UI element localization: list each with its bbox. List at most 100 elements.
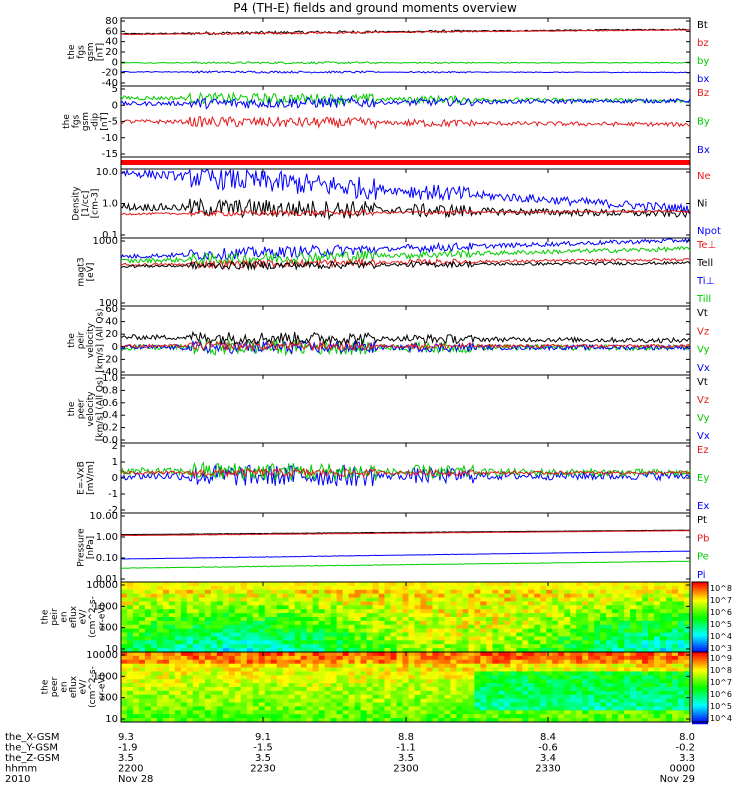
colorbar-cell: [692, 587, 708, 590]
spectrogram-peir_eflux: [121, 582, 691, 653]
series-red-line: [120, 115, 691, 130]
series-blue-line: [120, 340, 691, 356]
colorbar-label: 10^8: [710, 666, 732, 675]
y-tick-label: 1: [112, 457, 118, 468]
colorbar-cell: [692, 650, 708, 653]
y-tick-label: 10: [105, 644, 118, 655]
legend-Bz: Bz: [697, 88, 709, 99]
colorbar-cell: [692, 601, 708, 604]
colorbar-cell: [692, 704, 708, 707]
x-axis-value: 8.4: [540, 732, 556, 743]
colorbar-cell: [692, 662, 708, 666]
y-axis-label: eflux: [69, 605, 79, 628]
colorbar-cell: [692, 616, 708, 619]
flag-bar: [121, 160, 690, 165]
y-tick-label: 80: [105, 16, 118, 27]
x-axis-value: -1.9: [118, 743, 138, 754]
y-axis-label: the: [67, 44, 77, 59]
y-tick-label: 1000: [93, 601, 118, 612]
y-tick-label: 10.00: [89, 511, 118, 522]
x-axis-value: 0000: [670, 764, 695, 775]
x-axis-value: 8.8: [398, 732, 414, 743]
y-axis-label: en: [60, 611, 70, 622]
y-axis-label: [cm-3]: [91, 189, 101, 219]
y-axis-label: peir: [76, 331, 86, 349]
colorbar-cell: [692, 660, 708, 664]
colorbar-cell: [692, 582, 708, 585]
colorbar-cell: [692, 655, 708, 658]
colorbar-cell: [692, 585, 708, 588]
series-green-line: [120, 61, 691, 65]
y-axis-label: eV/: [79, 679, 89, 695]
y-axis-label: [km/s] (All Qs): [95, 377, 105, 441]
colorbar-cell: [692, 644, 708, 648]
y-tick-label: 0.4: [102, 410, 118, 421]
colorbar-cell: [692, 686, 708, 689]
y-tick-label: 1.0: [102, 199, 118, 210]
colorbar-cell: [692, 709, 708, 712]
colorbar-cell: [692, 702, 708, 705]
y-axis-label: en: [60, 681, 70, 692]
y-tick-label: 40: [105, 37, 118, 48]
y-tick-label: 100: [99, 298, 118, 309]
colorbar-frame: [691, 651, 709, 723]
colorbar-cell: [692, 599, 708, 603]
y-tick-label: 100: [99, 693, 118, 704]
y-tick-label: 0.1: [102, 230, 118, 241]
y-tick-label: -5: [108, 117, 118, 128]
colorbar-cell: [692, 682, 708, 685]
colorbar-label: 10^6: [710, 608, 732, 617]
y-tick-label: 60: [105, 26, 118, 37]
legend-Vx: Vx: [697, 431, 710, 442]
y-tick-label: 0.0: [102, 435, 118, 446]
x-axis-value: Nov 29: [660, 774, 695, 785]
y-tick-label: 0.2: [102, 423, 118, 434]
x-axis-value: -0.2: [675, 743, 695, 754]
colorbar-cell: [692, 669, 708, 673]
colorbar-cell: [692, 590, 708, 594]
colorbar-cell: [692, 689, 708, 692]
y-axis-label: [km/s] (All Qs): [95, 308, 105, 372]
legend-Vy: Vy: [697, 413, 710, 424]
y-axis-label: peer: [76, 398, 86, 419]
series-black-line: [120, 260, 691, 272]
colorbar-cell: [692, 718, 708, 721]
colorbar-cell: [692, 626, 708, 630]
x-axis-value: 3.5: [398, 753, 414, 764]
legend-Pt: Pt: [697, 515, 707, 526]
x-axis-value: 3.5: [118, 753, 134, 764]
colorbar-cell: [692, 635, 708, 639]
y-axis-label: [mV/m]: [86, 461, 96, 495]
y-tick-label: -40: [102, 78, 118, 89]
panel-frame: [120, 374, 691, 444]
colorbar-label: 10^6: [710, 690, 732, 699]
series-green-line: [120, 91, 691, 106]
x-axis-row-label: hhmm: [5, 764, 37, 775]
spectrogram-peer_eflux: [121, 652, 691, 723]
y-axis-label: peir: [50, 608, 60, 626]
y-tick-label: -2: [108, 505, 118, 516]
colorbar-cell: [692, 612, 708, 615]
legend-Bt: Bt: [697, 20, 708, 31]
colorbar-cell: [692, 696, 708, 700]
y-axis-label: [nT]: [95, 43, 105, 61]
y-axis-label: magt3: [76, 257, 86, 286]
colorbar-cell: [692, 623, 708, 626]
colorbar-cell: [692, 675, 708, 678]
y-tick-label: 40: [105, 317, 118, 328]
colorbar-cell: [692, 691, 708, 694]
y-tick-label: 0.8: [102, 385, 118, 396]
colorbar-cell: [692, 666, 708, 669]
y-axis-label: the: [41, 679, 51, 694]
y-axis-label: (cm^2-s-: [88, 596, 98, 638]
x-axis-row-label: 2010: [5, 774, 30, 785]
colorbar-cell: [692, 653, 708, 657]
y-tick-label: -1: [108, 489, 118, 500]
series-red-line: [121, 530, 691, 537]
y-tick-label: 0: [112, 342, 118, 353]
x-axis-value: 9.1: [255, 732, 271, 743]
y-tick-label: 0.10: [96, 553, 118, 564]
legend-Vy: Vy: [697, 345, 710, 356]
y-tick-label: 0: [112, 100, 118, 111]
y-tick-label: 0: [112, 57, 118, 68]
